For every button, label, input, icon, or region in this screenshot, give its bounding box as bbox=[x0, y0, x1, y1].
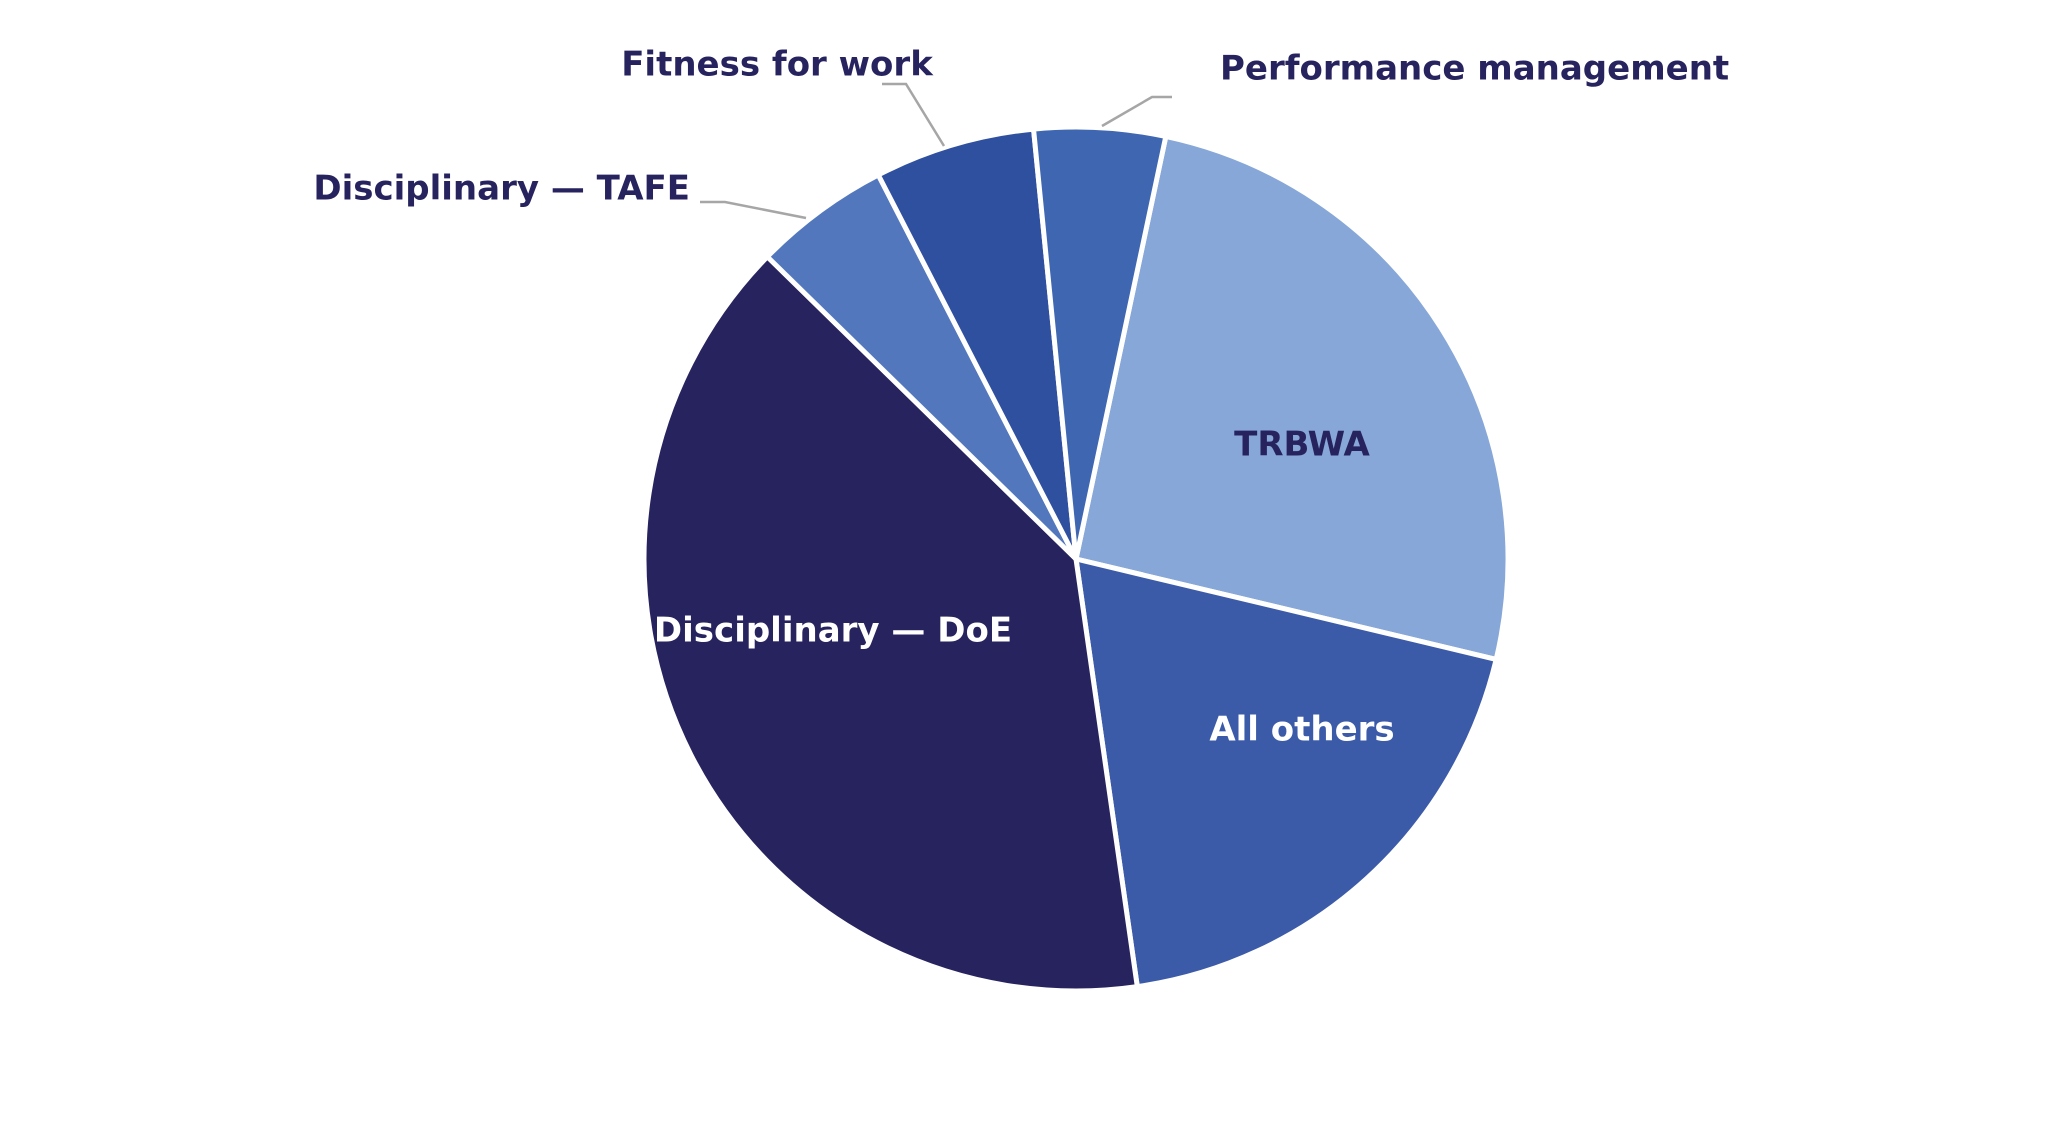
pie-slice-trbwa bbox=[1073, 133, 1511, 662]
leader-line-disciplinary-tafe bbox=[700, 200, 807, 220]
slice-label-trbwa: TRBWA bbox=[1234, 425, 1370, 465]
pie-slice-performance-management bbox=[1031, 124, 1169, 562]
slice-label-all-others: All others bbox=[1209, 710, 1394, 750]
slice-label-fitness-for-work: Fitness for work bbox=[621, 45, 934, 85]
pie-slice-disciplinary-doe bbox=[641, 254, 1140, 994]
leader-lines bbox=[700, 82, 1172, 220]
slice-label-performance-management: Performance management bbox=[1220, 49, 1729, 89]
leader-line-performance-management bbox=[1101, 95, 1172, 128]
pie-slices bbox=[641, 124, 1511, 994]
slice-label-disciplinary-tafe: Disciplinary — TAFE bbox=[313, 169, 690, 209]
pie-slice-fitness-for-work bbox=[875, 126, 1079, 562]
slice-label-disciplinary-doe: Disciplinary — DoE bbox=[654, 611, 1012, 651]
leader-line-fitness-for-work bbox=[882, 82, 946, 147]
pie-slice-all-others bbox=[1073, 556, 1499, 990]
slice-labels: TRBWA All others Disciplinary — DoE Discipl… bbox=[313, 45, 1729, 750]
